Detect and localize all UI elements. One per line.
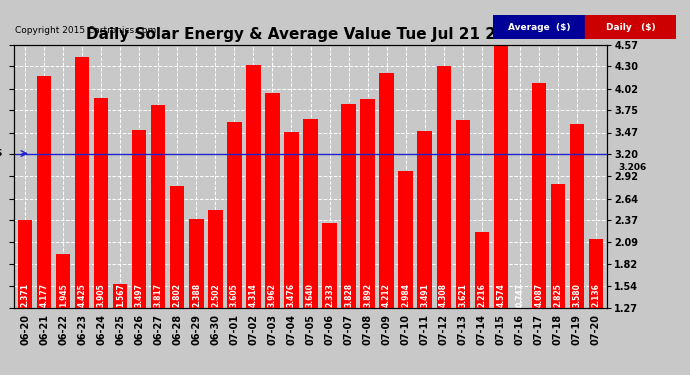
Text: Daily   ($): Daily ($) (606, 22, 656, 32)
Text: 3.640: 3.640 (306, 283, 315, 307)
Text: 2.388: 2.388 (192, 283, 201, 307)
Bar (56, 254, 70, 308)
Bar (455, 120, 470, 308)
Text: 4.425: 4.425 (78, 283, 87, 307)
Bar (227, 122, 242, 308)
Bar (266, 93, 279, 308)
Bar (94, 98, 108, 308)
Bar (113, 284, 128, 308)
Bar (170, 186, 184, 308)
Bar (585, 15, 676, 39)
Text: 3.962: 3.962 (268, 283, 277, 307)
Bar (132, 130, 146, 308)
Text: 2.136: 2.136 (591, 283, 600, 307)
Text: 3.828: 3.828 (344, 283, 353, 307)
Text: 2.333: 2.333 (325, 283, 334, 307)
Bar (417, 131, 432, 308)
Bar (322, 223, 337, 308)
Text: 1.945: 1.945 (59, 283, 68, 307)
Bar (398, 171, 413, 308)
Bar (493, 45, 508, 308)
Bar (475, 232, 489, 308)
Text: 1.567: 1.567 (116, 283, 125, 307)
Bar (208, 210, 223, 308)
Text: 3.605: 3.605 (230, 283, 239, 307)
Text: 3.497: 3.497 (135, 283, 144, 307)
Text: 3.491: 3.491 (420, 283, 429, 307)
Text: 4.314: 4.314 (249, 283, 258, 307)
Text: 4.308: 4.308 (439, 283, 448, 307)
Text: Copyright 2015 Cartronics.com: Copyright 2015 Cartronics.com (14, 26, 156, 34)
Text: 2.825: 2.825 (553, 283, 562, 307)
Bar (551, 184, 565, 308)
Bar (189, 219, 204, 308)
Text: 2.802: 2.802 (173, 283, 182, 307)
Text: 0.747: 0.747 (515, 283, 524, 307)
Text: 2.371: 2.371 (21, 283, 30, 307)
Bar (360, 99, 375, 308)
Text: 3.817: 3.817 (154, 283, 163, 307)
Text: 3.476: 3.476 (287, 283, 296, 307)
Bar (493, 15, 585, 39)
Bar (589, 238, 603, 308)
Bar (304, 119, 317, 308)
Bar (246, 65, 261, 308)
Text: 3.206: 3.206 (0, 149, 2, 158)
Title: Daily Solar Energy & Average Value Tue Jul 21 20:24: Daily Solar Energy & Average Value Tue J… (86, 27, 535, 42)
Bar (151, 105, 166, 308)
Bar (342, 104, 355, 308)
Bar (513, 308, 527, 349)
Text: 3.892: 3.892 (363, 283, 372, 307)
Text: 4.212: 4.212 (382, 283, 391, 307)
Text: 2.216: 2.216 (477, 283, 486, 307)
Bar (75, 57, 90, 308)
Bar (18, 220, 32, 308)
Bar (570, 124, 584, 308)
Text: 3.206: 3.206 (619, 163, 647, 172)
Bar (37, 76, 51, 308)
Text: 4.087: 4.087 (534, 283, 543, 307)
Text: Average  ($): Average ($) (508, 22, 571, 32)
Bar (437, 66, 451, 308)
Text: 2.502: 2.502 (211, 283, 220, 307)
Bar (380, 74, 394, 308)
Text: 4.574: 4.574 (496, 283, 505, 307)
Text: 2.984: 2.984 (401, 283, 410, 307)
Bar (284, 132, 299, 308)
Bar (531, 83, 546, 308)
Text: 3.580: 3.580 (572, 283, 581, 307)
Text: 3.621: 3.621 (458, 283, 467, 307)
Text: 3.905: 3.905 (97, 283, 106, 307)
Text: 4.177: 4.177 (40, 283, 49, 307)
